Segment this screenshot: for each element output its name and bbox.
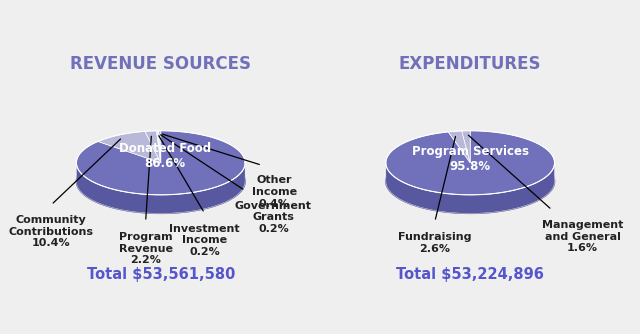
Polygon shape [76, 149, 245, 213]
Text: Program
Revenue
2.2%: Program Revenue 2.2% [118, 232, 173, 265]
Polygon shape [461, 131, 470, 163]
Polygon shape [448, 131, 470, 163]
Polygon shape [98, 131, 161, 163]
Polygon shape [157, 131, 161, 163]
Text: Program Services
95.8%: Program Services 95.8% [412, 145, 529, 173]
Text: Total $53,561,580: Total $53,561,580 [86, 267, 235, 282]
Polygon shape [159, 131, 161, 163]
Text: Investment
Income
0.2%: Investment Income 0.2% [170, 223, 240, 257]
Text: Other
Income
0.4%: Other Income 0.4% [252, 175, 297, 209]
Polygon shape [386, 163, 554, 213]
Text: EXPENDITURES: EXPENDITURES [399, 55, 541, 73]
Polygon shape [386, 149, 554, 213]
Text: Community
Contributions
10.4%: Community Contributions 10.4% [8, 215, 93, 248]
Text: Government
Grants
0.2%: Government Grants 0.2% [235, 201, 312, 234]
Polygon shape [145, 131, 161, 163]
Polygon shape [76, 131, 245, 195]
Text: Donated Food
86.6%: Donated Food 86.6% [119, 142, 211, 170]
Text: Fundraising
2.6%: Fundraising 2.6% [398, 232, 472, 254]
Polygon shape [76, 163, 245, 213]
Text: REVENUE SOURCES: REVENUE SOURCES [70, 55, 252, 73]
Polygon shape [386, 131, 554, 195]
Text: Total $53,224,896: Total $53,224,896 [396, 267, 544, 282]
Text: Management
and General
1.6%: Management and General 1.6% [542, 220, 623, 254]
Polygon shape [157, 131, 161, 163]
